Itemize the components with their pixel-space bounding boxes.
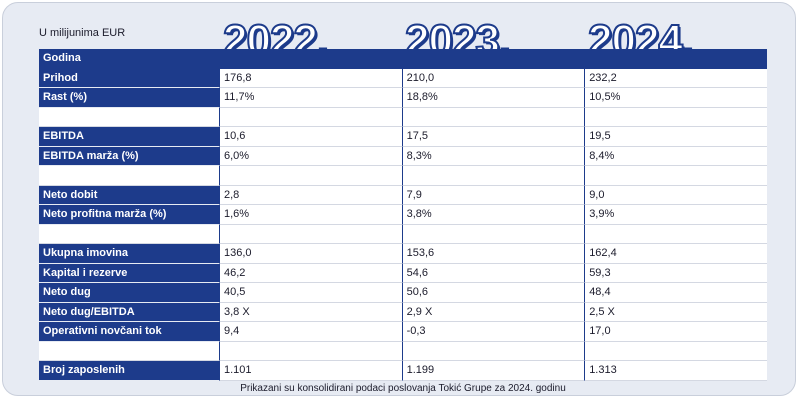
row-label: EBITDA marža (%) <box>39 146 219 166</box>
value-cell <box>219 166 402 186</box>
row-label: Rast (%) <box>39 88 219 108</box>
value-cell: 19,5 <box>584 127 767 147</box>
row-label: Neto dobit <box>39 185 219 205</box>
table-row: Broj zaposlenih 1.101 1.199 1.313 <box>39 361 767 381</box>
value-cell: 8,4% <box>584 146 767 166</box>
value-cell: 3,8% <box>401 205 585 225</box>
spacer-row <box>39 341 767 361</box>
value-cell: 6,0% <box>219 146 402 166</box>
table-row: Kapital i rezerve 46,2 54,6 59,3 <box>39 263 767 283</box>
value-cell: 2,9 X <box>401 302 585 322</box>
header-cell <box>584 49 767 69</box>
row-label <box>39 224 219 244</box>
row-label: EBITDA <box>39 127 219 147</box>
unit-label: U milijunima EUR <box>39 27 126 39</box>
table-row: Neto dobit 2,8 7,9 9,0 <box>39 185 767 205</box>
value-cell <box>584 341 767 361</box>
row-label <box>39 166 219 186</box>
row-label: Operativni novčani tok <box>39 322 219 342</box>
financial-table-card: U milijunima EUR 2022. 2023. 2024. Godin… <box>2 2 796 396</box>
value-cell: 210,0 <box>401 68 585 88</box>
value-cell: 50,6 <box>401 283 585 303</box>
row-label: Neto dug/EBITDA <box>39 302 219 322</box>
row-label: Ukupna imovina <box>39 244 219 264</box>
table-row: Neto dug 40,5 50,6 48,4 <box>39 283 767 303</box>
value-cell: 48,4 <box>584 283 767 303</box>
row-label: Prihod <box>39 68 219 88</box>
value-cell: 162,4 <box>584 244 767 264</box>
value-cell: 46,2 <box>219 263 402 283</box>
value-cell: 2,5 X <box>584 302 767 322</box>
table-row: EBITDA marža (%) 6,0% 8,3% 8,4% <box>39 146 767 166</box>
value-cell: 17,0 <box>584 322 767 342</box>
value-cell: 8,3% <box>401 146 585 166</box>
value-cell: 1,6% <box>219 205 402 225</box>
value-cell: 59,3 <box>584 263 767 283</box>
value-cell: 17,5 <box>401 127 585 147</box>
value-cell <box>401 341 585 361</box>
value-cell: 153,6 <box>401 244 585 264</box>
value-cell: 18,8% <box>401 88 585 108</box>
footnote: Prikazani su konsolidirani podaci poslov… <box>240 383 566 394</box>
value-cell: 40,5 <box>219 283 402 303</box>
row-label: Neto profitna marža (%) <box>39 205 219 225</box>
table-row: Ukupna imovina 136,0 153,6 162,4 <box>39 244 767 264</box>
value-cell <box>219 341 402 361</box>
table-row: Prihod 176,8 210,0 232,2 <box>39 68 767 88</box>
header-cell <box>219 49 402 69</box>
financial-table: Godina Prihod 176,8 210,0 232,2 Rast (%) 11,7… <box>39 49 767 381</box>
value-cell <box>401 166 585 186</box>
table-row: Rast (%) 11,7% 18,8% 10,5% <box>39 88 767 108</box>
value-cell: 9,4 <box>219 322 402 342</box>
value-cell <box>219 107 402 127</box>
value-cell: -0,3 <box>401 322 585 342</box>
spacer-row <box>39 224 767 244</box>
value-cell: 1.313 <box>584 361 767 381</box>
spacer-row <box>39 107 767 127</box>
row-label: Neto dug <box>39 283 219 303</box>
header-cell <box>401 49 585 69</box>
value-cell: 232,2 <box>584 68 767 88</box>
value-cell: 11,7% <box>219 88 402 108</box>
value-cell: 176,8 <box>219 68 402 88</box>
value-cell: 136,0 <box>219 244 402 264</box>
value-cell <box>401 107 585 127</box>
row-label: Broj zaposlenih <box>39 361 219 381</box>
value-cell: 9,0 <box>584 185 767 205</box>
row-label <box>39 107 219 127</box>
value-cell <box>584 224 767 244</box>
value-cell: 10,6 <box>219 127 402 147</box>
spacer-row <box>39 166 767 186</box>
value-cell: 10,5% <box>584 88 767 108</box>
value-cell <box>401 224 585 244</box>
value-cell: 7,9 <box>401 185 585 205</box>
value-cell <box>584 107 767 127</box>
table-header-row: Godina <box>39 49 767 69</box>
value-cell: 3,9% <box>584 205 767 225</box>
table-row: Operativni novčani tok 9,4 -0,3 17,0 <box>39 322 767 342</box>
table-row: Neto dug/EBITDA 3,8 X 2,9 X 2,5 X <box>39 302 767 322</box>
row-label: Kapital i rezerve <box>39 263 219 283</box>
value-cell: 1.101 <box>219 361 402 381</box>
value-cell <box>219 224 402 244</box>
table-row: EBITDA 10,6 17,5 19,5 <box>39 127 767 147</box>
value-cell: 54,6 <box>401 263 585 283</box>
value-cell: 2,8 <box>219 185 402 205</box>
value-cell: 3,8 X <box>219 302 402 322</box>
value-cell: 1.199 <box>401 361 585 381</box>
header-label: Godina <box>39 49 219 69</box>
value-cell <box>584 166 767 186</box>
row-label <box>39 341 219 361</box>
table-row: Neto profitna marža (%) 1,6% 3,8% 3,9% <box>39 205 767 225</box>
